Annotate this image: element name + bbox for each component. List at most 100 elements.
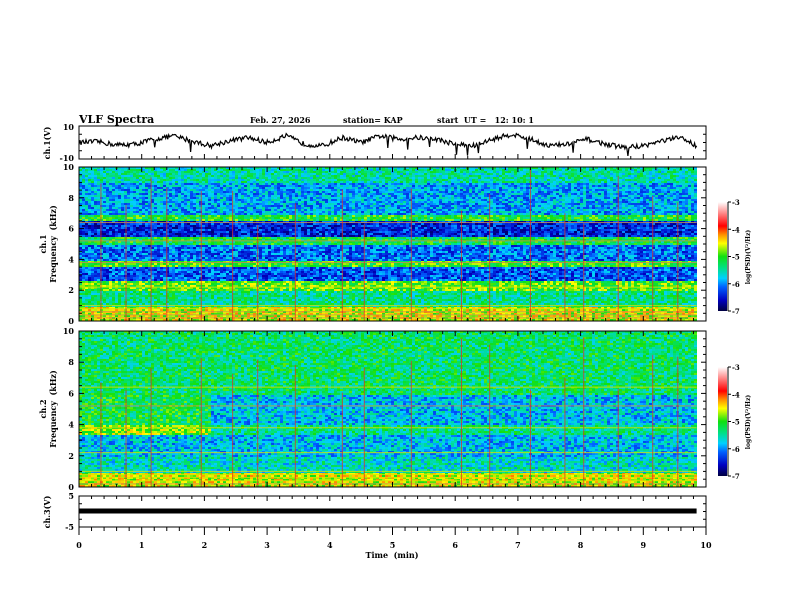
spectrogram-cell (247, 271, 250, 273)
spectrogram-cell (172, 179, 175, 181)
spectrogram-cell (91, 297, 94, 299)
spectrogram-cell (172, 255, 175, 257)
spectrogram-cell (250, 309, 253, 311)
spectrogram-cell (214, 193, 217, 195)
spectrogram-cell (136, 205, 139, 207)
spectrogram-cell (154, 319, 157, 321)
spectrogram-cell (184, 241, 187, 243)
spectrogram-cell (187, 247, 190, 249)
spectrogram-cell (91, 205, 94, 207)
spectrogram-cell (166, 231, 169, 233)
spectrogram-cell (190, 277, 193, 279)
spectrogram-cell (202, 289, 205, 291)
spectrogram-cell (166, 243, 169, 245)
spectrogram-cell (130, 303, 133, 305)
spectrogram-cell (205, 213, 208, 215)
spectrogram-cell (238, 227, 241, 229)
spectrogram-cell (160, 189, 163, 191)
spectrogram-cell (244, 239, 247, 241)
spectrogram-cell (169, 255, 172, 257)
spectrogram-cell (217, 293, 220, 295)
spectrogram-cell (247, 269, 250, 271)
spectrogram-cell (241, 177, 244, 179)
spectrogram-cell (130, 179, 133, 181)
spectrogram-cell (112, 263, 115, 265)
spectrogram-cell (130, 231, 133, 233)
spectrogram-cell (124, 263, 127, 265)
spectrogram-cell (211, 219, 214, 221)
spectrogram-cell (187, 297, 190, 299)
spectrogram-cell (130, 289, 133, 291)
spectrogram-cell (250, 183, 253, 185)
spectrogram-cell (136, 257, 139, 259)
spectrogram-cell (142, 171, 145, 173)
spectrogram-cell (211, 231, 214, 233)
spectrogram-cell (199, 205, 202, 207)
spectrogram-cell (121, 187, 124, 189)
spectrogram-cell (97, 239, 100, 241)
spectrogram-cell (121, 283, 124, 285)
spectrogram-cell (202, 167, 205, 169)
spectrogram-cell (112, 281, 115, 283)
spectrogram-cell (250, 301, 253, 303)
spectrogram-cell (157, 279, 160, 281)
spectrogram-cell (88, 273, 91, 275)
spectrogram-cell (223, 179, 226, 181)
spectrogram-cell (142, 239, 145, 241)
spectrogram-cell (244, 255, 247, 257)
spectrogram-cell (235, 287, 238, 289)
spectrogram-cell (85, 201, 88, 203)
spectrogram-cell (196, 241, 199, 243)
spectrogram-cell (250, 207, 253, 209)
spectrogram-cell (208, 287, 211, 289)
spectrogram-cell (166, 265, 169, 267)
spectrogram-cell (199, 283, 202, 285)
spectrogram-cell (265, 277, 268, 279)
spectrogram-cell (133, 241, 136, 243)
spectrogram-cell (97, 193, 100, 195)
spectrogram-cell (97, 241, 100, 243)
spectrogram-cell (205, 299, 208, 301)
spectrogram-cell (190, 229, 193, 231)
spectrogram-cell (97, 209, 100, 211)
spectrogram-cell (172, 201, 175, 203)
spectrogram-cell (136, 265, 139, 267)
spectrogram-cell (184, 189, 187, 191)
spectrogram-cell (214, 219, 217, 221)
spectrogram-cell (172, 211, 175, 213)
spectrogram-cell (202, 177, 205, 179)
spectrogram-cell (247, 253, 250, 255)
spectrogram-cell (265, 319, 268, 321)
spectrogram-cell (202, 275, 205, 277)
spectrogram-cell (208, 265, 211, 267)
spectrogram-cell (220, 275, 223, 277)
spectrogram-cell (97, 285, 100, 287)
spectrogram-cell (250, 195, 253, 197)
spectrogram-cell (214, 223, 217, 225)
spectrogram-cell (136, 233, 139, 235)
spectrogram-cell (121, 309, 124, 311)
station-label: station= KAP (343, 115, 403, 125)
spectrogram-cell (115, 265, 118, 267)
spectrogram-cell (124, 229, 127, 231)
spectrogram-cell (124, 233, 127, 235)
spectrogram-cell (196, 263, 199, 265)
spectrogram-cell (226, 231, 229, 233)
spectrogram-cell (163, 213, 166, 215)
spectrogram-cell (193, 183, 196, 185)
spectrogram-cell (100, 167, 103, 169)
spectrogram-cell (259, 217, 262, 219)
spectrogram-cell (127, 277, 130, 279)
spectrogram-cell (160, 235, 163, 237)
spectrogram-cell (247, 259, 250, 261)
spectrogram-cell (244, 293, 247, 295)
spectrogram-cell (94, 185, 97, 187)
spectrogram-cell (163, 205, 166, 207)
spectrogram-cell (151, 209, 154, 211)
spectrogram-cell (220, 231, 223, 233)
spectrogram-cell (250, 185, 253, 187)
spectrogram-cell (196, 213, 199, 215)
spectrogram-cell (142, 287, 145, 289)
spectrogram-cell (211, 275, 214, 277)
spectrogram-cell (247, 219, 250, 221)
